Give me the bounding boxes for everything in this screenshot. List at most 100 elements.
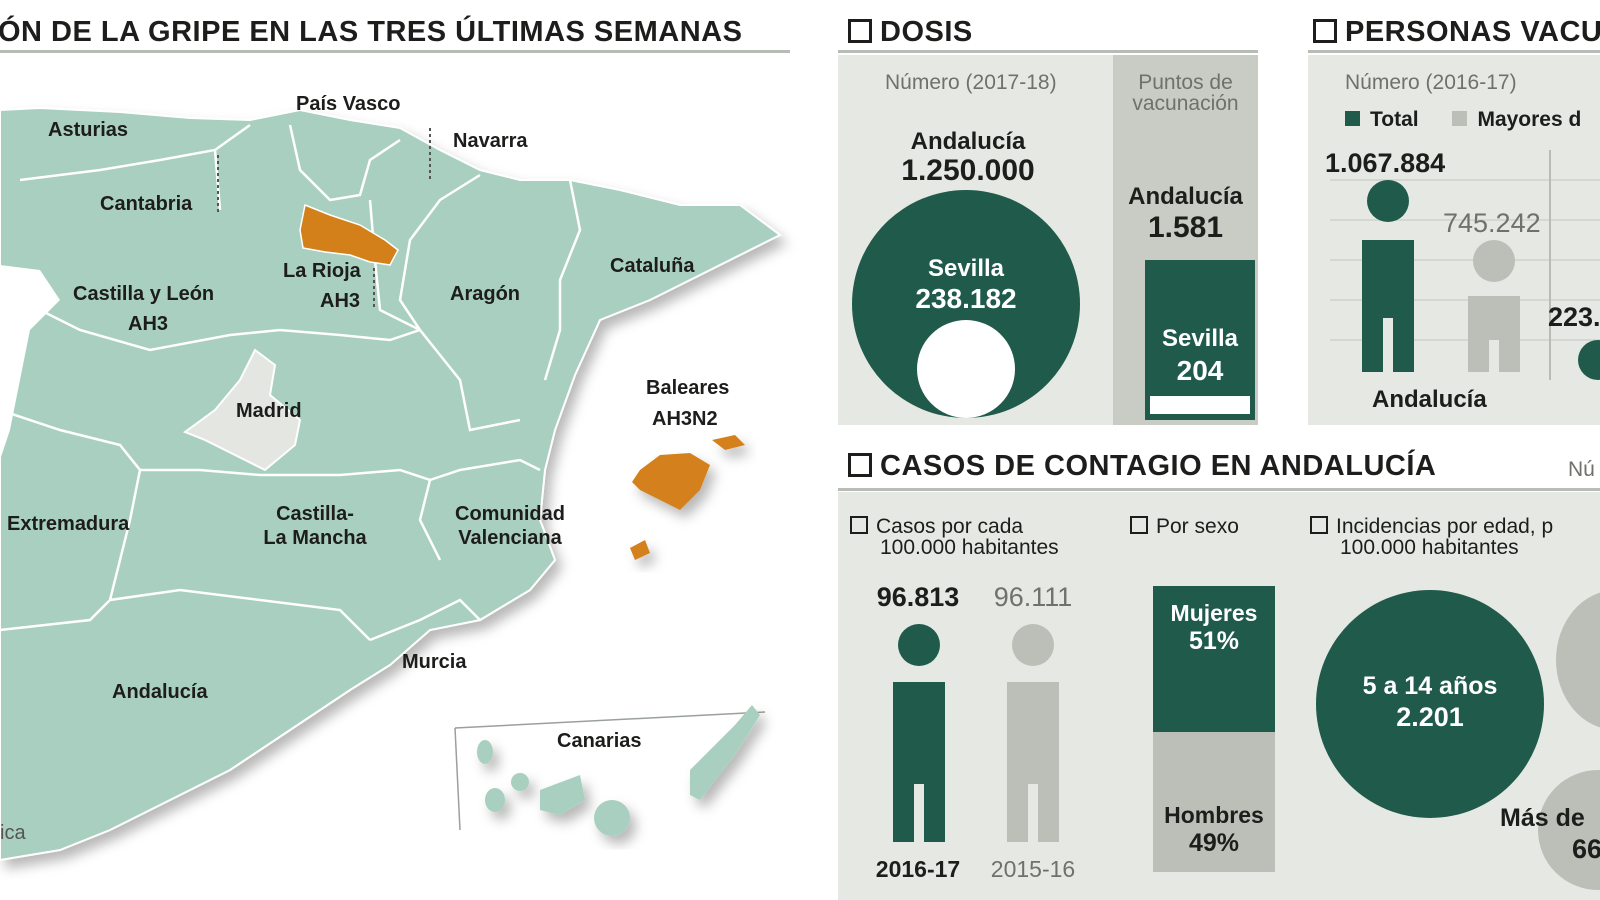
sex-mujeres-pct: 51% bbox=[1188, 627, 1240, 655]
casos-season-a-label: 2016-17 bbox=[875, 856, 961, 882]
label-baleares: Baleares bbox=[646, 377, 730, 399]
dosis-title: DOSIS bbox=[848, 16, 973, 49]
casos-figure-a-legs-gap bbox=[914, 784, 924, 842]
age-circle-5-14 bbox=[1316, 590, 1544, 818]
person-mayores-legs-gap bbox=[1489, 340, 1499, 372]
label-canarias: Canarias bbox=[557, 730, 642, 752]
person-figure-partial-head bbox=[1578, 340, 1600, 380]
age-5-14-label: 5 a 14 años bbox=[1362, 672, 1498, 700]
sex-hombres-pct: 49% bbox=[1188, 829, 1240, 857]
leader-lines bbox=[217, 128, 431, 310]
casos-sub3-text1: Incidencias por edad, p bbox=[1336, 515, 1554, 538]
personas-value-total: 1.067.884 bbox=[1325, 148, 1446, 178]
casos-sub3: Incidencias por edad, p 100.000 habitant… bbox=[1310, 516, 1553, 558]
la-rioja-region bbox=[299, 203, 399, 266]
casos-title-rule bbox=[838, 488, 1600, 491]
casos-sub1-line1: Casos por cada bbox=[850, 516, 1059, 537]
person-mayores-head bbox=[1473, 240, 1515, 282]
sex-mujeres-label: Mujeres bbox=[1170, 600, 1258, 626]
personas-value-partial: 223. bbox=[1548, 302, 1600, 332]
age-more-value: 66 bbox=[1572, 834, 1600, 864]
dosis-puntos-total-bar bbox=[1145, 260, 1255, 420]
casos-sub2-text: Por sexo bbox=[1156, 515, 1239, 538]
label-cantabria: Cantabria bbox=[100, 193, 193, 215]
label-castilla-la-mancha-line2: La Mancha bbox=[263, 527, 367, 549]
label-andalucia: Andalucía bbox=[112, 681, 208, 703]
mainland-shape bbox=[0, 106, 782, 862]
age-5-14-value: 2.201 bbox=[1396, 702, 1464, 732]
dosis-title-box bbox=[848, 19, 872, 43]
dosis-inner-circle bbox=[917, 320, 1015, 418]
casos-title: CASOS DE CONTAGIO EN ANDALUCÍA bbox=[848, 450, 1436, 483]
personas-title: PERSONAS VACU bbox=[1313, 16, 1600, 49]
personas-subtitle: Número (2016-17) bbox=[1345, 71, 1517, 94]
age-more-label: Más de bbox=[1500, 804, 1585, 832]
personas-legend: Total Mayores d bbox=[1345, 108, 1581, 132]
casos-sub3-line1: Incidencias por edad, p bbox=[1310, 516, 1553, 537]
person-figure-mayores bbox=[1468, 240, 1520, 380]
label-madrid: Madrid bbox=[236, 400, 302, 422]
person-total-head bbox=[1367, 180, 1409, 222]
label-aragon: Aragón bbox=[450, 283, 520, 305]
dosis-puntos-inner-label: Sevilla bbox=[1161, 325, 1239, 352]
casos-season-b-value: 96.111 bbox=[993, 582, 1073, 612]
casos-figure-a bbox=[893, 624, 945, 844]
dosis-puntos-inner-bar bbox=[1150, 396, 1250, 414]
dosis-title-rule bbox=[838, 50, 1258, 53]
casos-sub3-box bbox=[1310, 516, 1328, 534]
label-cataluna: Cataluña bbox=[610, 255, 695, 277]
dosis-title-text: DOSIS bbox=[880, 16, 973, 48]
casos-title-box bbox=[848, 453, 872, 477]
casos-title-text: CASOS DE CONTAGIO EN ANDALUCÍA bbox=[880, 450, 1437, 482]
personas-region-label: Andalucía bbox=[1372, 386, 1487, 413]
region-borders bbox=[0, 123, 582, 642]
dosis-puntos-total-label: Andalucía bbox=[1128, 183, 1243, 210]
casos-season-a-value: 96.813 bbox=[876, 582, 960, 612]
label-murcia: Murcia bbox=[402, 651, 467, 673]
legend-mayores-swatch bbox=[1452, 111, 1468, 126]
casos-sub1: Casos por cada 100.000 habitantes bbox=[850, 516, 1059, 558]
legend-total-swatch bbox=[1345, 111, 1360, 126]
sex-bar-hombres bbox=[1153, 732, 1275, 872]
dosis-puntos-inner-value: 204 bbox=[1176, 355, 1224, 386]
dosis-inner-value: 238.182 bbox=[915, 283, 1017, 314]
label-asturias: Asturias bbox=[48, 119, 129, 141]
label-valenciana: Comunidad Valenciana bbox=[440, 502, 580, 550]
label-la-rioja-strain: AH3 bbox=[320, 290, 361, 312]
casos-figure-a-head bbox=[898, 624, 940, 666]
casos-sub2-box bbox=[1130, 516, 1148, 534]
sex-hombres-label: Hombres bbox=[1164, 802, 1264, 828]
label-valenciana-line1: Comunidad bbox=[455, 503, 565, 525]
dosis-total-label: Andalucía bbox=[910, 128, 1026, 155]
casos-sub3-line2: 100.000 habitantes bbox=[1340, 536, 1519, 559]
legend-total-text: Total bbox=[1370, 108, 1419, 131]
personas-title-text: PERSONAS VACU bbox=[1345, 16, 1600, 48]
person-total-legs-gap bbox=[1383, 318, 1393, 372]
label-baleares-strain: AH3N2 bbox=[652, 408, 718, 430]
personas-value-mayores: 745.242 bbox=[1443, 208, 1541, 238]
person-figure-total bbox=[1362, 180, 1414, 380]
dosis-total-value: 1.250.000 bbox=[901, 154, 1035, 187]
label-navarra: Navarra bbox=[453, 130, 528, 152]
map-title-rule bbox=[0, 50, 790, 53]
label-castilla-leon: Castilla y León bbox=[73, 283, 215, 305]
label-castilla-la-mancha-line1: Castilla- bbox=[276, 503, 354, 525]
personas-title-box bbox=[1313, 19, 1337, 43]
sex-bar-mujeres bbox=[1153, 586, 1275, 732]
legend-mayores-text: Mayores d bbox=[1477, 108, 1582, 131]
label-extremadura: Extremadura bbox=[7, 513, 130, 535]
casos-season-b-label: 2015-16 bbox=[990, 856, 1076, 882]
casos-figure-b bbox=[1007, 624, 1059, 844]
casos-sub1-line2: 100.000 habitantes bbox=[880, 536, 1059, 559]
spain-map bbox=[0, 106, 782, 862]
label-la-rioja: La Rioja bbox=[283, 260, 361, 282]
dosis-puntos-sub-line2: vacunación bbox=[1132, 92, 1239, 115]
dosis-puntos-total-value: 1.581 bbox=[1147, 211, 1224, 244]
map-footnote: ica bbox=[0, 822, 26, 844]
casos-figure-b-legs-gap bbox=[1028, 784, 1038, 842]
casos-sub1-box bbox=[850, 516, 868, 534]
baleares-islands bbox=[630, 435, 745, 560]
label-castilla-la-mancha: Castilla- La Mancha bbox=[250, 502, 380, 550]
label-pais-vasco: País Vasco bbox=[296, 93, 401, 115]
personas-title-rule bbox=[1308, 50, 1600, 53]
